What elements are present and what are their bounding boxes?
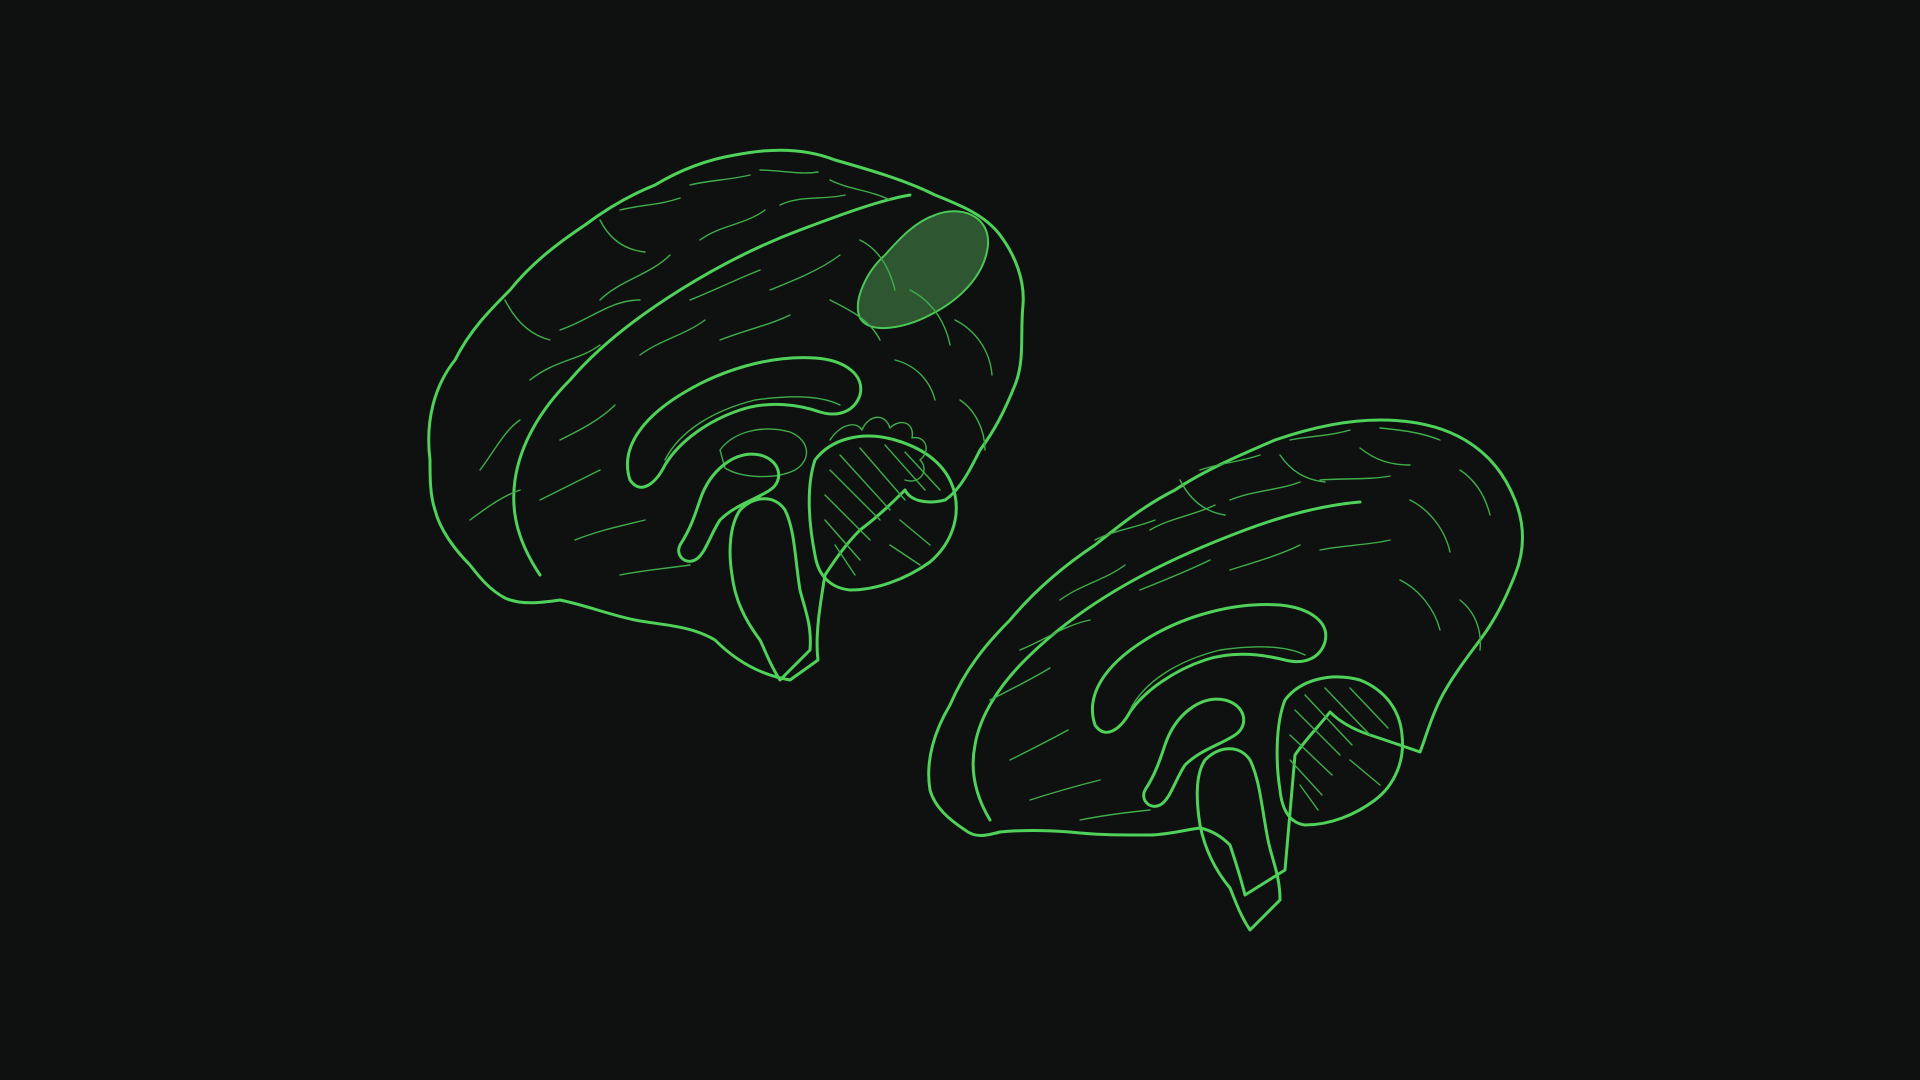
- back-brain-fornix: [664, 396, 841, 461]
- connector-line-lower: [580, 575, 955, 727]
- highlighted-cortex-region: [856, 210, 990, 330]
- front-brain-gyri-top: [1094, 427, 1441, 541]
- back-brain-cerebellum-arbor: [829, 416, 927, 482]
- back-brain-sulci: [469, 194, 993, 576]
- connector-line-upper: [955, 405, 1110, 482]
- connector-line-top: [1025, 285, 1310, 410]
- front-brain-outer-outline: [927, 418, 1524, 897]
- connector-line-bottom: [550, 620, 935, 785]
- front-brain-sulci: [989, 447, 1491, 821]
- connector-line-inner: [1170, 620, 1285, 680]
- back-brain-frontal-contour: [512, 193, 912, 577]
- back-brain-gyri-top: [619, 169, 891, 211]
- back-brain-cerebellum-folia: [824, 444, 941, 576]
- front-brain-brainstem: [1195, 747, 1282, 932]
- front-brain-corpus-callosum: [1090, 603, 1328, 734]
- brain-exploded-back: [427, 148, 1025, 682]
- front-brain-hippocampus-hook: [1142, 697, 1246, 808]
- front-brain-cerebellum: [1275, 675, 1405, 827]
- front-brain-cerebellum-folia: [1289, 687, 1389, 811]
- back-brain-brainstem: [728, 497, 812, 682]
- back-brain-cerebellum: [807, 434, 958, 592]
- front-brain-frontal-contour: [971, 500, 1362, 822]
- connector-line-middle: [930, 530, 1015, 573]
- back-brain-thalamus: [719, 428, 808, 478]
- back-brain-corpus-callosum: [625, 356, 863, 489]
- back-brain-hippocampus-hook: [677, 452, 781, 563]
- front-brain-fornix: [1129, 646, 1306, 711]
- brain-exploded-front: [927, 418, 1524, 932]
- connector-lines: [550, 285, 1310, 785]
